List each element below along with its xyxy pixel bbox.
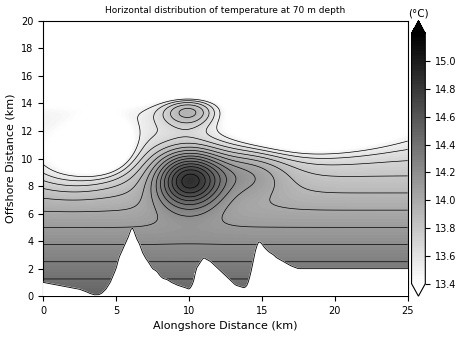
PathPatch shape [412, 21, 425, 33]
Y-axis label: Offshore Distance (km): Offshore Distance (km) [6, 94, 16, 223]
Title: (°C): (°C) [408, 9, 429, 19]
X-axis label: Alongshore Distance (km): Alongshore Distance (km) [153, 321, 298, 332]
Title: Horizontal distribution of temperature at 70 m depth: Horizontal distribution of temperature a… [105, 5, 345, 14]
Polygon shape [43, 228, 407, 296]
PathPatch shape [412, 284, 425, 296]
